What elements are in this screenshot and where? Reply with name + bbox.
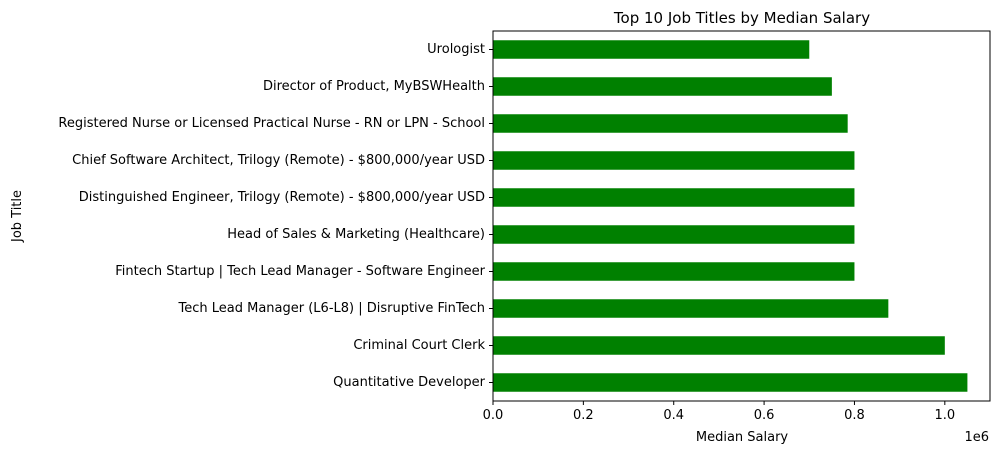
bar-5: [493, 188, 855, 207]
bar-0: [493, 373, 968, 392]
x-tick-label-2: 0.4: [663, 408, 684, 423]
chart-title: Top 10 Job Titles by Median Salary: [613, 9, 870, 27]
bar-2: [493, 299, 889, 318]
y-tick-label-1: Criminal Court Clerk: [353, 338, 485, 353]
x-axis-ticks: 0.0 0.2 0.4 0.6 0.8 1.0: [483, 401, 955, 423]
x-tick-label-4: 0.8: [844, 408, 865, 423]
y-tick-label-5: Distinguished Engineer, Trilogy (Remote)…: [79, 190, 485, 205]
y-tick-label-6: Chief Software Architect, Trilogy (Remot…: [72, 153, 485, 168]
y-tick-label-3: Fintech Startup | Tech Lead Manager - So…: [115, 264, 485, 279]
y-axis-label: Job Title: [10, 190, 25, 243]
x-tick-label-1: 0.2: [573, 408, 594, 423]
bar-3: [493, 262, 855, 281]
bar-1: [493, 336, 945, 355]
plot-frame: [492, 30, 991, 402]
x-tick-label-5: 1.0: [934, 408, 955, 423]
bars-layer: [493, 40, 968, 392]
bar-6: [493, 151, 855, 170]
y-tick-label-7: Registered Nurse or Licensed Practical N…: [58, 116, 485, 131]
y-axis-ticks: Quantitative Developer Criminal Court Cle…: [58, 42, 493, 390]
y-tick-label-9: Urologist: [427, 42, 485, 57]
x-axis-label: Median Salary: [696, 430, 789, 445]
bar-8: [493, 77, 832, 96]
y-tick-label-4: Head of Sales & Marketing (Healthcare): [227, 227, 485, 242]
y-tick-label-8: Director of Product, MyBSWHealth: [263, 79, 485, 94]
x-tick-label-3: 0.6: [754, 408, 775, 423]
x-tick-label-0: 0.0: [483, 408, 504, 423]
bar-9: [493, 40, 810, 59]
bar-4: [493, 225, 855, 244]
y-tick-label-2: Tech Lead Manager (L6-L8) | Disruptive F…: [178, 301, 486, 316]
x-axis-offset-label: 1e6: [964, 430, 989, 445]
bar-7: [493, 114, 848, 133]
y-tick-label-0: Quantitative Developer: [333, 375, 485, 390]
